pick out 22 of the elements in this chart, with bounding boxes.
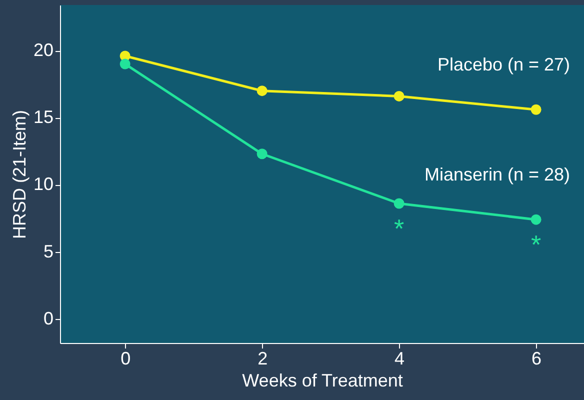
x-tick-label: 6 (532, 348, 542, 368)
series-label: Mianserin (n = 28) (424, 164, 570, 185)
x-tick-label: 0 (120, 348, 131, 368)
series-label: Placebo (n = 27) (437, 54, 570, 75)
data-label: * (394, 214, 404, 244)
point (394, 90, 404, 102)
y-tick-label: 20 (33, 40, 54, 60)
y-tick-label: 15 (33, 107, 54, 128)
x-axis-title: Weeks of Treatment (242, 370, 403, 390)
data-label: * (530, 230, 542, 260)
point (394, 198, 404, 209)
x-tick-label: 4 (394, 348, 405, 368)
point (256, 148, 268, 160)
y-axis-title: HRSD (21-Item) (9, 110, 30, 240)
y-tick-label: 0 (43, 308, 54, 328)
x-tick-label: 2 (258, 348, 268, 368)
y-tick-label: 10 (33, 174, 54, 194)
y-tick-label: 5 (43, 241, 54, 262)
point (120, 58, 130, 70)
point (530, 214, 542, 225)
point (256, 86, 268, 96)
point (530, 104, 542, 115)
